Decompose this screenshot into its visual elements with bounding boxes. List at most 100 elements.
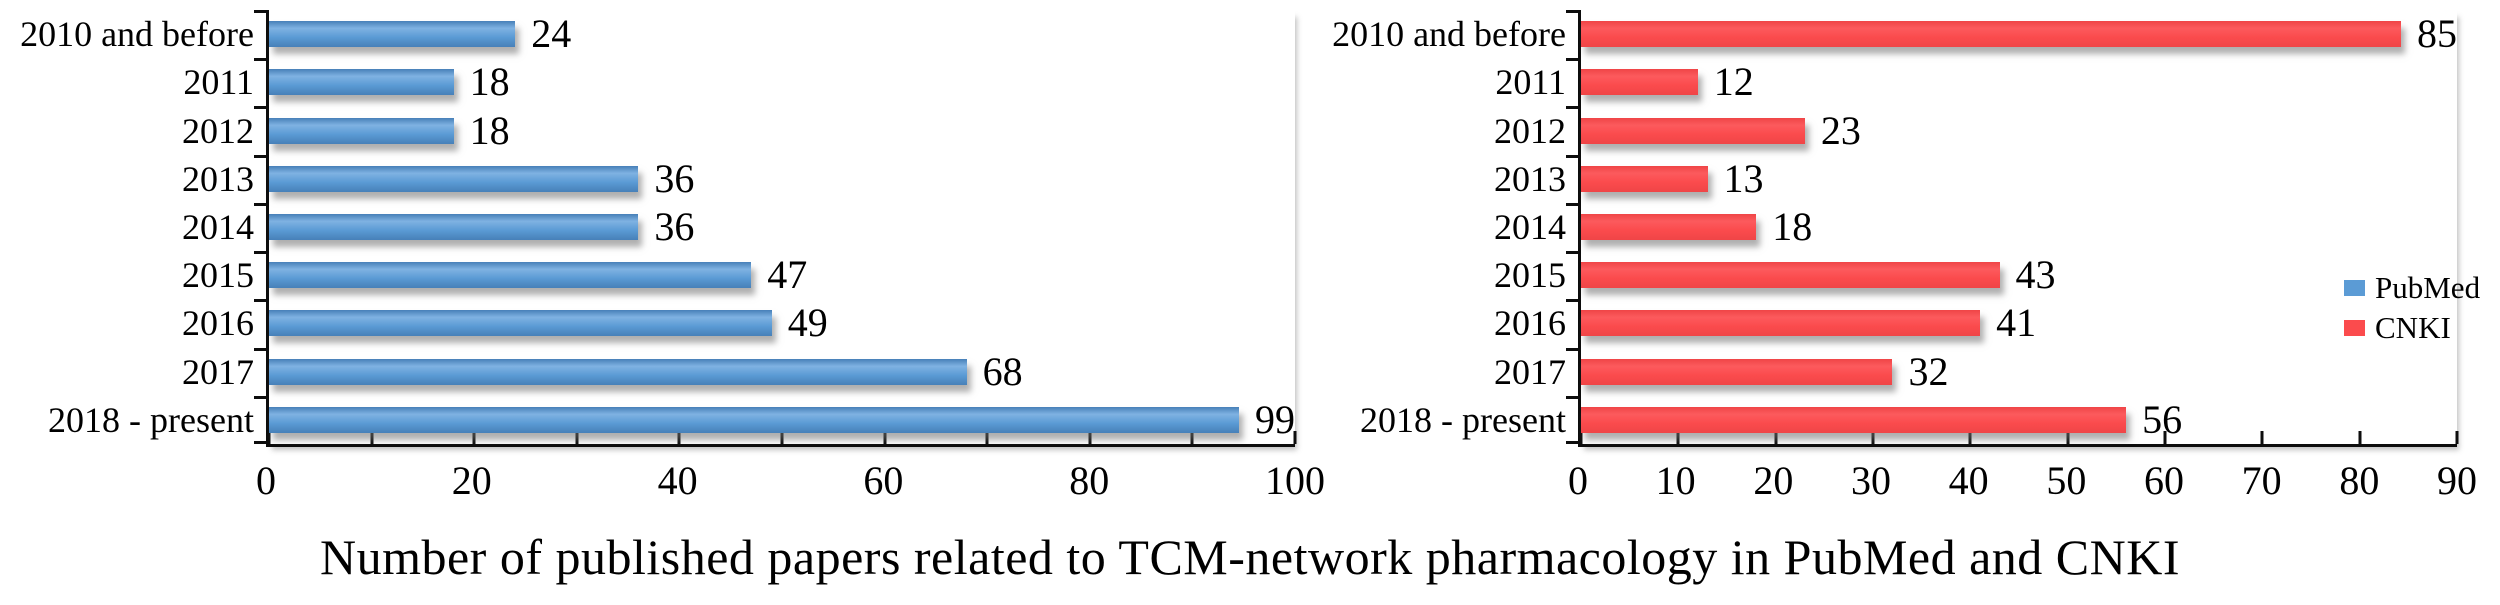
y-tick — [254, 202, 266, 206]
y-tick — [1566, 251, 1578, 255]
y-tick — [1566, 106, 1578, 110]
x-tick — [1190, 431, 1194, 444]
bar-row: 23 — [1581, 106, 2457, 154]
bar-row: 36 — [269, 203, 1295, 251]
x-tick-label: 0 — [256, 458, 276, 503]
x-tick-label: 20 — [1753, 458, 1794, 503]
x-tick-label: 90 — [2437, 458, 2477, 503]
y-tick — [1566, 299, 1578, 303]
bar-row: 49 — [269, 299, 1295, 347]
bar-row: 56 — [1581, 396, 2457, 444]
bar-value-label: 68 — [982, 348, 1023, 394]
category-axis: 2010 and before 2011 2012 2013 2014 2015 2016 2… — [1324, 10, 1578, 444]
x-tick-label: 60 — [2143, 458, 2184, 503]
x-tick-label: 20 — [451, 458, 492, 503]
category-label: 2012 — [1494, 110, 1566, 151]
legend-item-pubmed: PubMed — [2344, 272, 2480, 303]
bar — [269, 21, 516, 48]
plot-column: 85 12 23 13 18 43 41 32 56 0 10 20 30 40 50 60 70 80 90 — [1566, 10, 2477, 523]
bar-row: 41 — [1581, 299, 2457, 347]
y-tick — [254, 299, 266, 303]
x-axis-labels: 0 10 20 30 40 50 60 70 80 90 — [1568, 458, 2477, 523]
x-tick-label: 60 — [863, 458, 904, 503]
bar-row: 32 — [1581, 348, 2457, 396]
y-tick — [1566, 58, 1578, 62]
legend-label-cnki: CNKI — [2375, 310, 2451, 345]
bar — [269, 117, 454, 144]
category-label: 2012 — [182, 110, 254, 151]
y-tick — [254, 441, 266, 444]
bar — [269, 262, 752, 289]
x-tick — [985, 431, 989, 444]
x-tick-label: 40 — [657, 458, 698, 503]
x-tick — [1676, 431, 1680, 444]
bar-value-label: 36 — [654, 155, 695, 201]
bar — [269, 165, 639, 192]
y-tick — [1566, 202, 1578, 206]
y-tick — [254, 251, 266, 255]
bar-row: 68 — [269, 348, 1295, 396]
category-label: 2017 — [182, 351, 254, 392]
category-label: 2018 - present — [48, 399, 254, 440]
category-label: 2011 — [183, 62, 254, 103]
bar — [1581, 21, 2401, 48]
category-label: 2015 — [1494, 255, 1566, 296]
bar-row: 99 — [269, 396, 1295, 444]
pubmed-color-swatch — [2344, 279, 2365, 296]
bar — [1581, 117, 1805, 144]
x-tick-label: 100 — [1265, 458, 1325, 503]
y-tick — [254, 154, 266, 158]
x-axis-labels: 0 20 40 60 80 100 — [256, 458, 1325, 523]
bar-value-label: 18 — [469, 59, 510, 105]
cnki-chart: 2010 and before 2011 2012 2013 2014 2015 2016 2… — [1324, 10, 2477, 523]
x-tick-label: 50 — [2046, 458, 2087, 503]
category-label: 2013 — [182, 158, 254, 199]
y-tick — [1566, 395, 1578, 399]
category-label: 2015 — [182, 255, 254, 296]
bar — [1581, 262, 2000, 289]
category-label: 2010 and before — [1332, 14, 1566, 55]
legend-label-pubmed: PubMed — [2375, 270, 2481, 305]
plot-area: 24 18 18 36 36 47 49 68 99 — [254, 10, 1297, 447]
category-label: 2018 - present — [1360, 399, 1566, 440]
bar — [269, 358, 967, 385]
cnki-color-swatch — [2344, 319, 2365, 336]
bar-row: 47 — [269, 251, 1295, 299]
plot-column: 24 18 18 36 36 47 49 68 99 0 20 40 60 80 100 — [254, 10, 1325, 523]
bar-value-label: 41 — [1996, 300, 2037, 346]
category-label: 2010 and before — [20, 14, 254, 55]
bar — [269, 310, 772, 337]
x-tick — [1293, 431, 1297, 444]
bar-value-label: 12 — [1713, 59, 1754, 105]
category-label: 2013 — [1494, 158, 1566, 199]
y-tick — [1566, 154, 1578, 158]
y-tick — [254, 395, 266, 399]
x-tick — [2260, 431, 2264, 444]
bar-value-label: 85 — [2417, 11, 2457, 57]
bar-value-label: 18 — [469, 107, 510, 153]
bar-value-label: 32 — [1908, 348, 1949, 394]
bar-value-label: 36 — [654, 203, 695, 249]
bar-row: 43 — [1581, 251, 2457, 299]
x-tick-label: 80 — [1069, 458, 1110, 503]
x-tick — [472, 431, 476, 444]
y-tick — [1566, 441, 1578, 444]
x-tick — [2163, 431, 2167, 444]
bar — [1581, 358, 1893, 385]
category-axis: 2010 and before 2011 2012 2013 2014 2015 2016 2… — [14, 10, 266, 444]
bar-row: 18 — [269, 58, 1295, 106]
x-tick-label: 70 — [2241, 458, 2282, 503]
x-tick — [883, 431, 887, 444]
bar-value-label: 18 — [1772, 203, 1813, 249]
category-label: 2016 — [182, 303, 254, 344]
x-tick — [1088, 431, 1092, 444]
bar-value-label: 13 — [1723, 155, 1764, 201]
bar — [1581, 213, 1757, 240]
x-tick — [677, 431, 681, 444]
bar-row: 18 — [269, 106, 1295, 154]
x-tick-label: 30 — [1850, 458, 1891, 503]
bar — [269, 69, 454, 96]
legend: PubMed CNKI — [2344, 272, 2480, 343]
bar-row: 12 — [1581, 58, 2457, 106]
bar-row: 85 — [1581, 10, 2457, 58]
